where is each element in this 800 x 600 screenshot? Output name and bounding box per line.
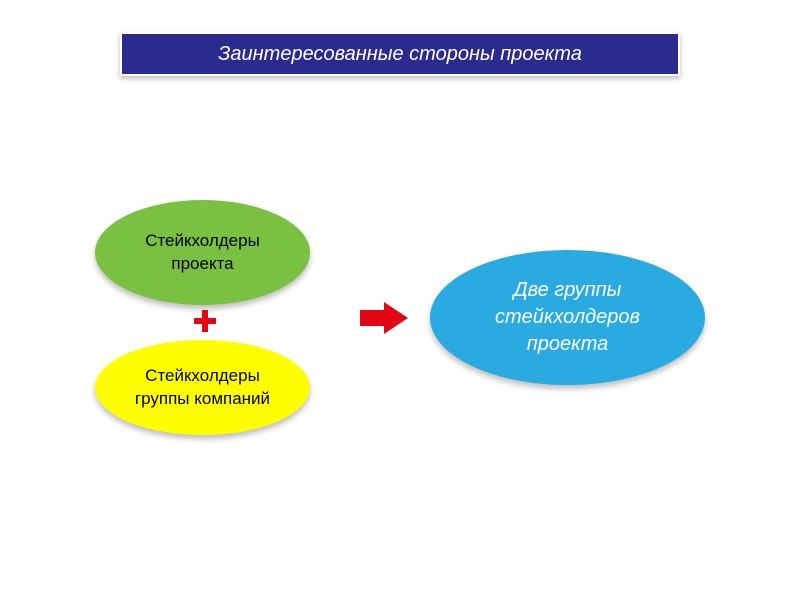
- ellipse-stakeholders-project: Стейкхолдерыпроекта: [95, 200, 310, 305]
- arrow-icon: [360, 302, 412, 334]
- plus-icon: [193, 309, 217, 333]
- ellipse-blue-label: Две группыстейкхолдеровпроекта: [495, 277, 640, 358]
- ellipse-yellow-label: Стейкхолдерыгруппы компаний: [135, 365, 270, 411]
- ellipse-green-label: Стейкхолдерыпроекта: [145, 230, 260, 276]
- ellipse-stakeholders-company: Стейкхолдерыгруппы компаний: [95, 340, 310, 435]
- arrow-stem: [360, 310, 386, 326]
- ellipse-two-groups: Две группыстейкхолдеровпроекта: [430, 250, 705, 385]
- arrow-head: [384, 302, 408, 334]
- title-text: Заинтересованные стороны проекта: [218, 43, 582, 66]
- title-bar: Заинтересованные стороны проекта: [120, 32, 680, 76]
